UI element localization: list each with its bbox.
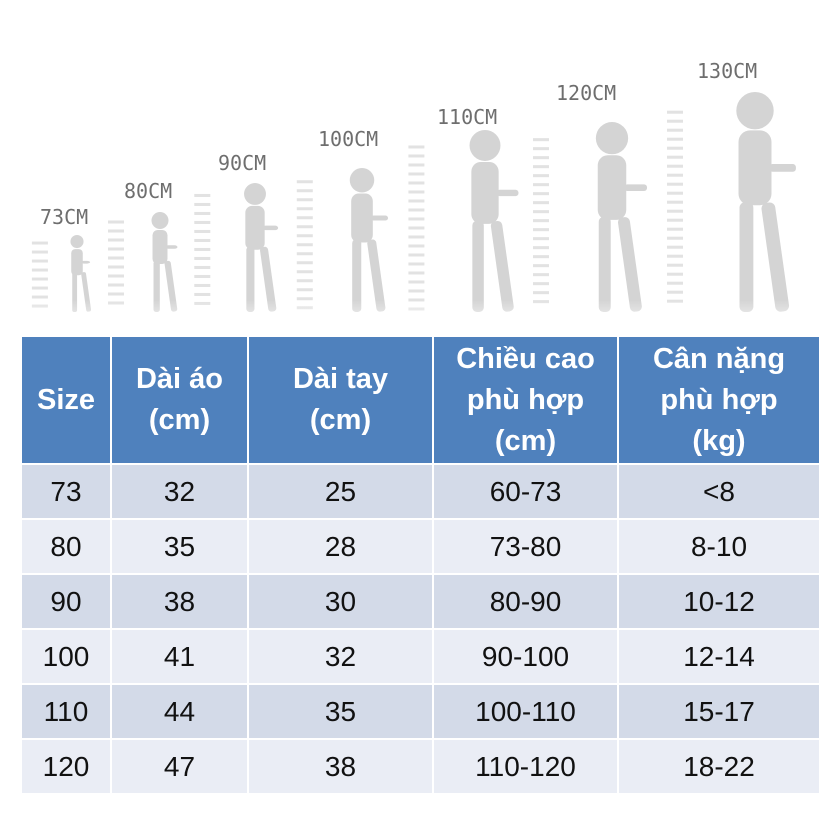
cell-sleeve-length: 35	[247, 683, 434, 740]
cell-sleeve-length: 30	[247, 573, 434, 630]
table-row: 120 47 38 110-120 18-22	[20, 738, 821, 795]
size-chart-table: Size Dài áo (cm) Dài tay (cm) Chiều cao …	[20, 335, 821, 795]
cell-height-range: 80-90	[432, 573, 619, 630]
height-marker-label: 120CM	[556, 81, 616, 105]
cell-weight-range: 12-14	[617, 628, 821, 685]
cell-weight-range: 15-17	[617, 683, 821, 740]
cell-sleeve-length: 38	[247, 738, 434, 795]
height-marker-label: 130CM	[697, 59, 757, 83]
cell-sleeve-length: 25	[247, 463, 434, 520]
table-row: 80 35 28 73-80 8-10	[20, 518, 821, 575]
cell-shirt-length: 47	[110, 738, 249, 795]
child-silhouette	[244, 183, 279, 312]
cell-size: 80	[20, 518, 112, 575]
cell-height-range: 100-110	[432, 683, 619, 740]
children-silhouettes: 73CM 80CM 90CM 100CM 110CM 120CM 130CM	[0, 59, 837, 330]
header-shirt-length: Dài áo (cm)	[110, 335, 249, 465]
cell-height-range: 60-73	[432, 463, 619, 520]
cell-size: 73	[20, 463, 112, 520]
cell-height-range: 73-80	[432, 518, 619, 575]
cell-weight-range: 8-10	[617, 518, 821, 575]
height-ruler	[408, 145, 425, 311]
table-row: 100 41 32 90-100 12-14	[20, 628, 821, 685]
cell-height-range: 110-120	[432, 738, 619, 795]
cell-weight-range: 18-22	[617, 738, 821, 795]
table-row: 90 38 30 80-90 10-12	[20, 573, 821, 630]
header-suitable-weight: Cân nặng phù hợp (kg)	[617, 335, 821, 465]
child-silhouette	[469, 130, 519, 312]
header-sleeve-length: Dài tay (cm)	[247, 335, 434, 465]
table-header-row: Size Dài áo (cm) Dài tay (cm) Chiều cao …	[20, 335, 821, 465]
child-silhouette	[736, 92, 796, 312]
height-marker-label: 100CM	[318, 127, 378, 151]
cell-shirt-length: 41	[110, 628, 249, 685]
table-row: 110 44 35 100-110 15-17	[20, 683, 821, 740]
height-ruler	[108, 220, 124, 305]
child-silhouette	[595, 121, 648, 312]
cell-shirt-length: 38	[110, 573, 249, 630]
header-size: Size	[20, 335, 112, 465]
height-marker-label: 90CM	[218, 151, 266, 175]
height-marker-label: 110CM	[437, 105, 497, 129]
height-ruler	[31, 241, 48, 308]
height-marker-label: 73CM	[40, 205, 88, 229]
cell-size: 90	[20, 573, 112, 630]
height-marker-label: 80CM	[124, 179, 172, 203]
height-ruler	[194, 193, 211, 305]
cell-size: 100	[20, 628, 112, 685]
cell-weight-range: 10-12	[617, 573, 821, 630]
height-illustration: 73CM 80CM 90CM 100CM 110CM 120CM 130CM	[0, 0, 837, 330]
child-silhouette	[349, 168, 389, 312]
cell-sleeve-length: 28	[247, 518, 434, 575]
cell-shirt-length: 32	[110, 463, 249, 520]
cell-shirt-length: 44	[110, 683, 249, 740]
height-ruler	[667, 110, 683, 303]
cell-size: 110	[20, 683, 112, 740]
child-silhouette	[151, 212, 178, 312]
table-row: 73 32 25 60-73 <8	[20, 463, 821, 520]
height-ruler	[533, 138, 549, 304]
cell-shirt-length: 35	[110, 518, 249, 575]
cell-height-range: 90-100	[432, 628, 619, 685]
cell-sleeve-length: 32	[247, 628, 434, 685]
height-ruler	[296, 180, 313, 310]
cell-size: 120	[20, 738, 112, 795]
header-suitable-height: Chiều cao phù hợp (cm)	[432, 335, 619, 465]
cell-weight-range: <8	[617, 463, 821, 520]
